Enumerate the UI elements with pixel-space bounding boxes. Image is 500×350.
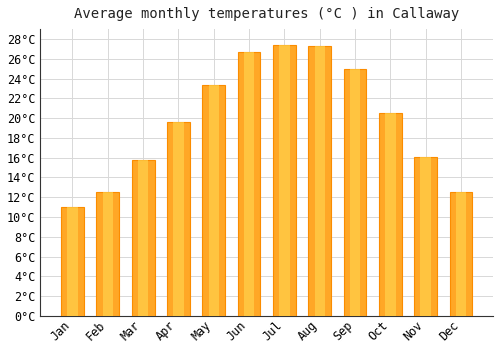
Bar [244,52,254,316]
Bar [414,157,437,316]
Bar [273,45,296,316]
Bar [279,45,289,316]
Bar [202,85,225,316]
Bar [344,69,366,316]
Bar [67,207,78,316]
Bar [208,85,219,316]
Bar [61,207,84,316]
Bar [138,160,148,316]
Bar [420,157,431,316]
Bar [167,122,190,316]
Bar [450,192,472,316]
Bar [132,160,154,316]
Bar [102,192,113,316]
Title: Average monthly temperatures (°C ) in Callaway: Average monthly temperatures (°C ) in Ca… [74,7,460,21]
Bar [238,52,260,316]
Bar [96,192,119,316]
Bar [350,69,360,316]
Bar [379,113,402,316]
Bar [173,122,184,316]
Bar [308,46,331,316]
Bar [385,113,396,316]
Bar [456,192,466,316]
Bar [314,46,325,316]
